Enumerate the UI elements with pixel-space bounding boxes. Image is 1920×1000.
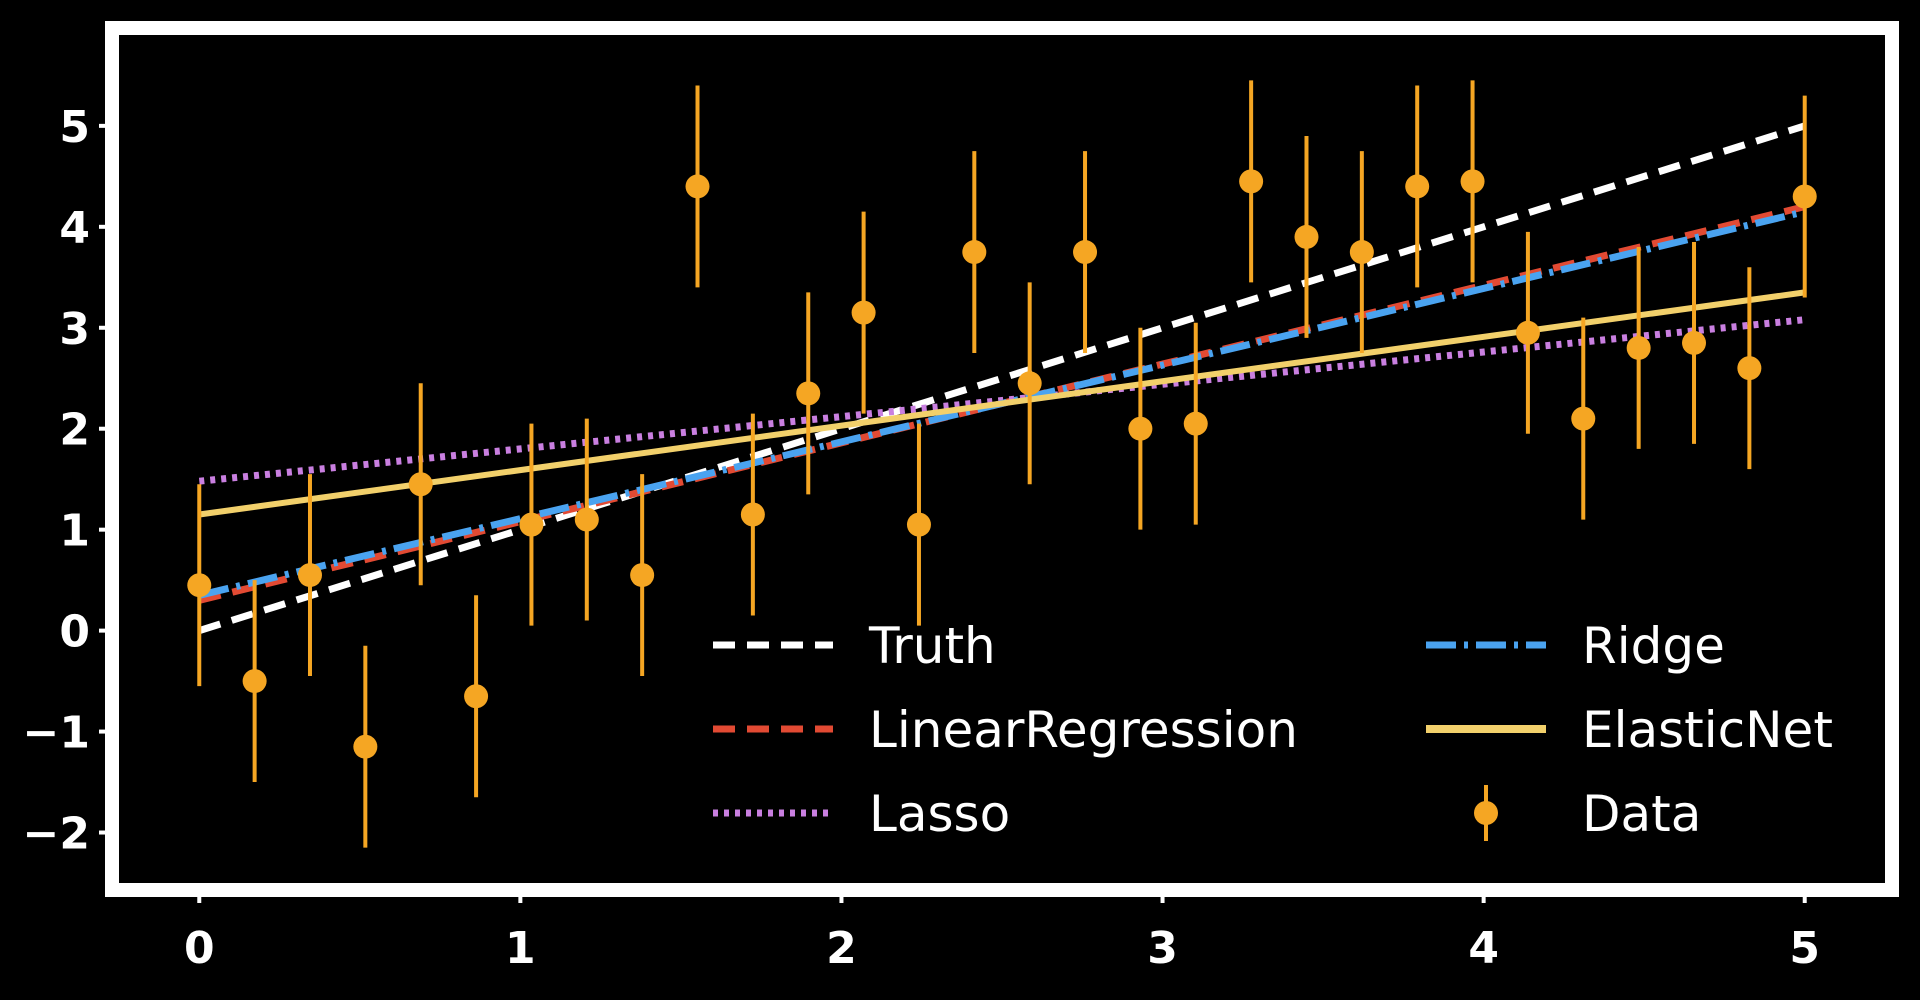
data-point-3 — [353, 734, 378, 759]
y-tick-label-2: 0 — [59, 607, 90, 658]
legend: Truth Ridge LinearRegression ElasticNet Lass… — [713, 617, 1833, 843]
data-point-19 — [1239, 169, 1264, 194]
data-point-9 — [685, 174, 710, 199]
y-tick-label-1: −1 — [23, 708, 90, 759]
x-tick-label-1: 1 — [505, 923, 536, 974]
data-point-28 — [1737, 356, 1762, 381]
plot-frame — [105, 21, 1899, 897]
data-point-13 — [906, 512, 931, 537]
data-point-18 — [1183, 411, 1208, 436]
x-tick-label-5: 5 — [1789, 923, 1820, 974]
data-point-21 — [1349, 240, 1374, 265]
data-points — [187, 80, 1817, 848]
data-point-12 — [851, 300, 876, 325]
legend-label-linearregression: LinearRegression — [869, 701, 1298, 759]
x-tick-label-2: 2 — [826, 923, 857, 974]
data-point-27 — [1682, 330, 1707, 355]
data-point-8 — [630, 563, 655, 588]
data-point-4 — [408, 472, 433, 497]
x-tick-label-0: 0 — [184, 923, 215, 974]
x-tick-label-3: 3 — [1147, 923, 1178, 974]
y-tick-label-6: 4 — [59, 203, 90, 254]
data-point-7 — [574, 507, 599, 532]
data-point-14 — [962, 240, 987, 265]
y-tick-label-5: 3 — [59, 304, 90, 355]
data-point-5 — [464, 684, 489, 709]
axis-ticks: 0 1 2 3 4 5 −2 −1 0 1 2 3 4 5 — [23, 102, 1821, 974]
data-point-11 — [796, 381, 821, 406]
y-tick-label-4: 2 — [59, 405, 90, 456]
legend-label-lasso: Lasso — [869, 785, 1010, 843]
data-point-16 — [1073, 240, 1098, 265]
data-point-0 — [187, 573, 212, 598]
data-point-2 — [297, 563, 322, 588]
data-point-10 — [740, 502, 765, 527]
data-point-6 — [519, 512, 544, 537]
data-point-23 — [1460, 169, 1485, 194]
legend-label-ridge: Ridge — [1582, 617, 1725, 675]
legend-label-elasticnet: ElasticNet — [1582, 701, 1833, 759]
y-tick-label-7: 5 — [59, 102, 90, 153]
series-line-truth — [198, 122, 1806, 634]
data-point-29 — [1792, 184, 1817, 209]
data-point-25 — [1571, 406, 1596, 431]
data-point-24 — [1515, 320, 1540, 345]
data-point-20 — [1294, 224, 1319, 249]
x-tick-label-4: 4 — [1468, 923, 1499, 974]
data-point-26 — [1626, 335, 1651, 360]
legend-label-data: Data — [1582, 785, 1701, 843]
legend-label-truth: Truth — [868, 617, 996, 675]
data-point-22 — [1405, 174, 1430, 199]
legend-marker-dot-data — [1474, 801, 1498, 825]
data-point-1 — [242, 669, 267, 694]
y-tick-label-0: −2 — [23, 809, 90, 860]
data-point-15 — [1017, 371, 1042, 396]
data-point-17 — [1128, 416, 1153, 441]
y-tick-label-3: 1 — [59, 506, 90, 557]
